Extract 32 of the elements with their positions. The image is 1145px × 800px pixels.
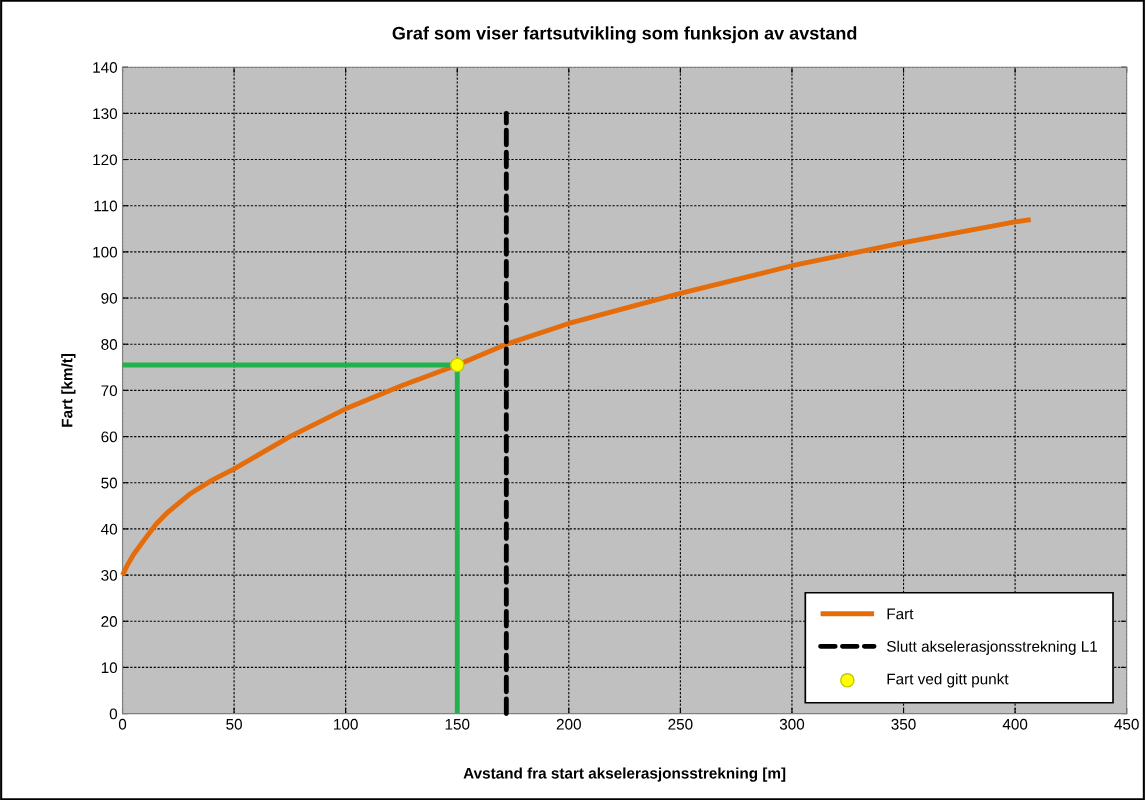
legend-label: Fart ved gitt punkt [887,673,1009,688]
x-tick-label: 300 [779,718,805,730]
y-tick-label: 50 [101,477,118,489]
line-series [120,217,1034,578]
x-tick-label: 350 [891,718,916,730]
y-tick-label: 60 [101,431,118,443]
x-tick-label: 450 [1114,718,1139,730]
legend-label: Fart [887,608,914,620]
y-tick-label: 30 [101,569,118,581]
y-tick-label: 110 [94,200,118,212]
x-tick-label: 50 [226,718,242,730]
legend-label: Slutt akselerasjonsstrekning L1 [886,640,1098,655]
y-tick-label: 130 [93,108,118,120]
x-tick-label: 150 [445,718,470,730]
x-tick-label: 100 [334,718,358,730]
y-tick-label: 140 [93,62,118,73]
y-tick-label: 120 [93,154,118,166]
y-axis-title: Fart [km/t] [61,353,76,427]
y-tick-label: 100 [93,246,118,258]
y-tick-label: 10 [101,662,118,674]
y-tick-label: 70 [101,385,118,397]
y-tick-label: 0 [109,708,118,720]
x-tick-label: 0 [118,718,127,730]
x-tick-label: 200 [556,718,581,730]
x-tick-label: 400 [1002,718,1028,730]
x-tick-label: 250 [668,718,693,730]
y-tick-label: 20 [101,616,118,627]
y-tick-label: 80 [101,339,118,350]
chart-title: Graf som viser fartsutvikling som funksjon av avstand [392,26,857,44]
y-tick-label: 90 [101,292,118,304]
y-tick-label: 40 [101,523,118,535]
x-axis-title: Avstand fra start akselerasjonsstrekning [m] [463,767,786,782]
